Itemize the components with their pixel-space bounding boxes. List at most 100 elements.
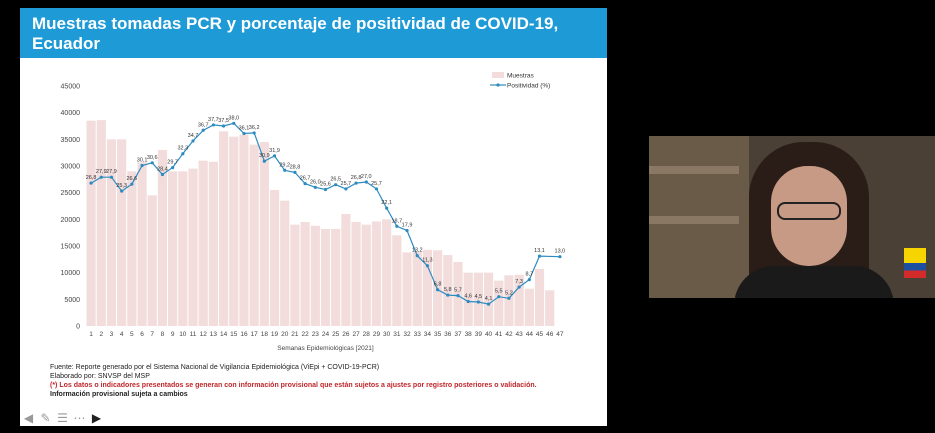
footer-prepared: Elaborado por: SNVSP del MSP	[50, 373, 150, 380]
x-tick-label: 33	[414, 331, 422, 338]
positivity-label: 26,8	[86, 175, 97, 181]
x-tick-label: 37	[454, 331, 462, 338]
bar	[351, 222, 361, 326]
positivity-label: 6,8	[434, 282, 442, 288]
bar	[341, 214, 351, 326]
positivity-point	[181, 152, 185, 156]
positivity-label: 31,9	[269, 148, 280, 154]
positivity-point	[120, 189, 124, 193]
positivity-label: 13,2	[412, 248, 423, 254]
positivity-point	[89, 181, 93, 185]
webcam-video	[649, 136, 935, 298]
positivity-point	[109, 175, 114, 179]
menu-icon[interactable]: ☰	[57, 410, 68, 425]
bar	[382, 219, 392, 326]
legend-line-label: Positividad (%)	[507, 83, 550, 90]
x-tick-label: 34	[424, 331, 432, 338]
positivity-label: 27,9	[96, 169, 107, 175]
positivity-label: 28,8	[290, 164, 301, 170]
x-tick-label: 38	[465, 331, 473, 338]
arrow-right-icon[interactable]: ▶	[91, 410, 102, 425]
bar	[198, 160, 208, 326]
positivity-label: 26,8	[351, 175, 362, 181]
bar	[188, 168, 198, 326]
positivity-point	[446, 293, 450, 297]
x-tick-label: 23	[312, 331, 320, 338]
positivity-label: 27,0	[361, 174, 372, 180]
positivity-point	[160, 172, 165, 177]
positivity-label: 28,4	[157, 167, 168, 173]
x-tick-label: 7	[150, 331, 154, 338]
bar	[494, 280, 504, 326]
positivity-point	[262, 159, 266, 163]
positivity-point	[334, 183, 338, 187]
positivity-label: 36,2	[249, 125, 260, 131]
positivity-label: 30,9	[259, 153, 270, 159]
x-tick-label: 45	[536, 331, 544, 338]
bar	[310, 225, 320, 326]
positivity-label: 36,1	[239, 125, 250, 131]
x-tick-label: 19	[271, 331, 279, 338]
x-tick-label: 29	[373, 331, 381, 338]
positivity-point	[344, 187, 348, 191]
positivity-label: 17,9	[402, 223, 413, 229]
x-tick-label: 40	[485, 331, 493, 338]
x-tick-label: 24	[322, 331, 330, 338]
bar	[534, 268, 545, 326]
bar	[331, 228, 341, 326]
x-tick-label: 22	[301, 331, 309, 338]
positivity-point	[486, 302, 491, 306]
bar	[300, 222, 310, 326]
positivity-label: 30,1	[137, 157, 148, 163]
positivity-point	[140, 163, 144, 168]
x-tick-label: 41	[495, 331, 503, 338]
footer-source: Fuente: Reporte generado por el Sistema …	[50, 364, 380, 371]
positivity-point	[436, 288, 440, 292]
bar	[86, 120, 96, 326]
bar	[218, 131, 229, 326]
bar	[229, 136, 239, 326]
x-tick-label: 13	[210, 331, 218, 338]
x-tick-label: 2	[99, 331, 103, 338]
pen-icon[interactable]: ✎	[40, 410, 51, 425]
positivity-label: 37,5	[218, 118, 229, 124]
positivity-point	[242, 131, 246, 136]
positivity-line	[90, 122, 560, 305]
positivity-label: 30,6	[147, 155, 158, 161]
bar	[453, 262, 463, 326]
bar	[117, 139, 127, 326]
bar	[392, 235, 402, 326]
positivity-label: 29,7	[167, 160, 178, 166]
speaker-glasses	[777, 202, 841, 220]
positivity-point	[374, 187, 379, 191]
positivity-label: 4,6	[464, 293, 472, 299]
bar	[473, 272, 483, 326]
bar	[514, 274, 524, 326]
x-tick-label: 47	[556, 331, 564, 338]
x-tick-label: 35	[434, 331, 442, 338]
arrow-left-icon[interactable]: ◀	[23, 410, 34, 425]
positivity-label: 13,0	[555, 249, 566, 255]
positivity-label: 34,7	[188, 133, 199, 139]
video-shelf	[649, 216, 739, 224]
x-tick-label: 18	[261, 331, 269, 338]
x-tick-label: 6	[140, 331, 144, 338]
y-tick-label: 20000	[61, 217, 81, 224]
bar	[412, 251, 422, 326]
x-tick-label: 25	[332, 331, 340, 338]
positivity-point	[364, 180, 368, 184]
y-tick-label: 10000	[61, 270, 81, 277]
positivity-point	[99, 175, 103, 179]
speaker-shirt	[734, 266, 894, 298]
x-tick-label: 17	[251, 331, 259, 338]
bar	[157, 150, 168, 326]
legend-bar-swatch	[492, 72, 504, 78]
positivity-point	[537, 254, 542, 258]
bar	[269, 190, 280, 326]
positivity-point	[221, 124, 226, 128]
bar	[371, 221, 382, 326]
positivity-point	[283, 168, 287, 172]
bar	[96, 120, 106, 326]
more-icon[interactable]: ⋯	[73, 410, 86, 425]
positivity-point	[150, 161, 154, 165]
